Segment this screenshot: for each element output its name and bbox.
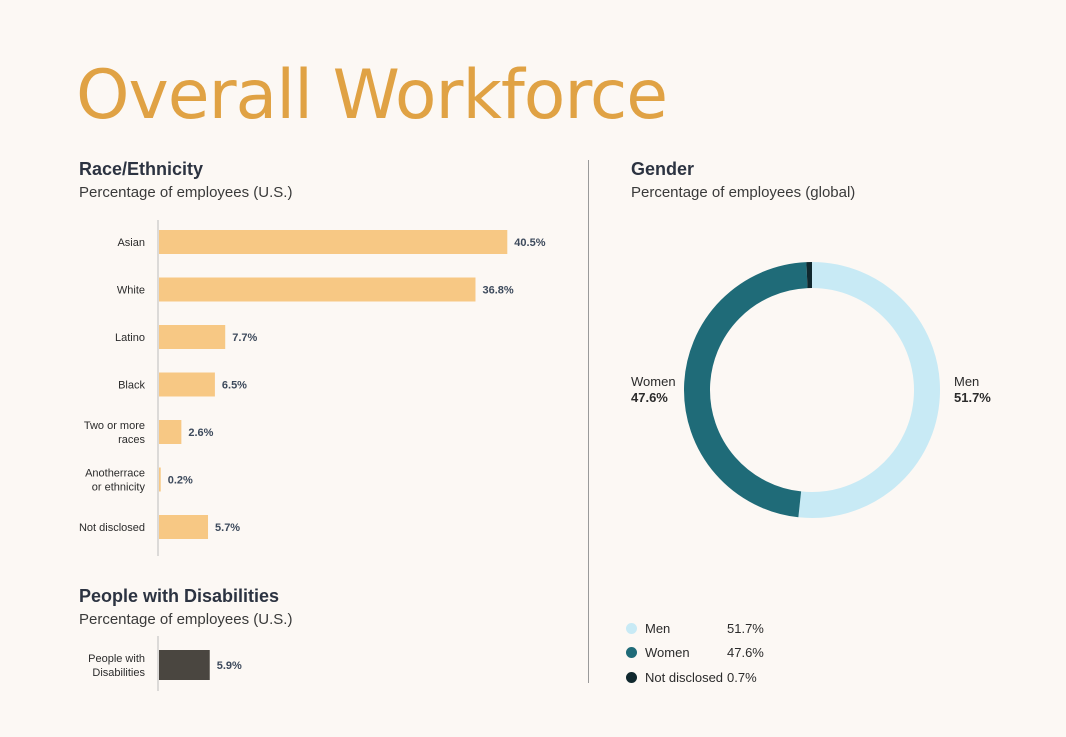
legend-swatch-not-disclosed <box>626 671 637 683</box>
donut-label-women-name: Women <box>631 374 676 389</box>
category-label: Anotherrace <box>85 468 145 480</box>
bar <box>159 325 226 349</box>
donut-segment-women <box>684 262 808 518</box>
donut-label-men-name: Men <box>954 374 980 389</box>
bar <box>159 372 215 397</box>
donut-label-men: Men 51.7% <box>954 374 991 406</box>
bar <box>159 420 182 444</box>
donut-segment-men <box>798 262 940 518</box>
category-label: Asian <box>117 237 145 249</box>
legend-label: Not disclosed <box>645 669 724 685</box>
gender-heading: Gender <box>631 159 695 179</box>
section-divider <box>588 160 589 683</box>
donut-label-women-value: 47.6% <box>631 390 668 405</box>
bar <box>159 650 210 680</box>
disabilities-heading: People with Disabilities <box>79 586 280 606</box>
category-label: Latino <box>115 332 145 344</box>
page-title: Overall Workforce <box>76 56 668 135</box>
bar-value-label: 6.5% <box>222 380 247 392</box>
legend-item-women: Women 47.6% <box>626 641 764 666</box>
race-subheading: Percentage of employees (U.S.) <box>79 184 293 201</box>
legend-item-not-disclosed: Not disclosed 0.7% <box>626 665 764 690</box>
category-label: Not disclosed <box>79 522 145 534</box>
bar <box>159 277 476 302</box>
legend-label: Men <box>645 620 671 636</box>
legend-label: Women <box>645 645 690 661</box>
legend-swatch-women <box>626 647 637 659</box>
bar-value-label: 0.2% <box>168 475 193 487</box>
legend-item-men: Men 51.7% <box>626 616 764 641</box>
bar <box>159 467 161 492</box>
legend-value: 47.6% <box>727 645 764 661</box>
race-heading: Race/Ethnicity <box>79 159 204 179</box>
bar-value-label: 7.7% <box>232 332 257 344</box>
disabilities-bar-chart: 5.9% People with Disabilities <box>88 636 242 691</box>
category-label: Two or more <box>84 420 145 432</box>
category-label: People with <box>88 653 145 665</box>
category-label: Black <box>118 380 145 392</box>
disabilities-subheading: Percentage of employees (U.S.) <box>79 611 293 628</box>
race-bar-chart: 40.5% Asian 36.8% White 7.7% Latino 6.5% Black 2… <box>79 220 546 556</box>
category-label: Disabilities <box>92 667 145 679</box>
bar-value-label: 40.5% <box>514 237 545 249</box>
gender-donut-chart <box>684 262 940 518</box>
bar <box>159 230 508 254</box>
legend-value: 0.7% <box>727 669 757 685</box>
legend-value: 51.7% <box>727 620 764 636</box>
category-label: or ethnicity <box>92 482 146 494</box>
gender-legend: Men 51.7% Women 47.6% Not disclosed 0.7% <box>626 616 764 690</box>
donut-label-men-value: 51.7% <box>954 390 991 405</box>
gender-subheading: Percentage of employees (global) <box>631 184 856 201</box>
donut-label-women: Women 47.6% <box>631 374 676 406</box>
bar-value-label: 5.9% <box>217 660 242 672</box>
category-label: White <box>117 285 145 297</box>
bar <box>159 515 209 539</box>
legend-swatch-men <box>626 622 637 634</box>
category-label: races <box>118 434 145 446</box>
bar-value-label: 2.6% <box>188 427 213 439</box>
bar-value-label: 36.8% <box>482 285 513 297</box>
bar-value-label: 5.7% <box>215 522 240 534</box>
